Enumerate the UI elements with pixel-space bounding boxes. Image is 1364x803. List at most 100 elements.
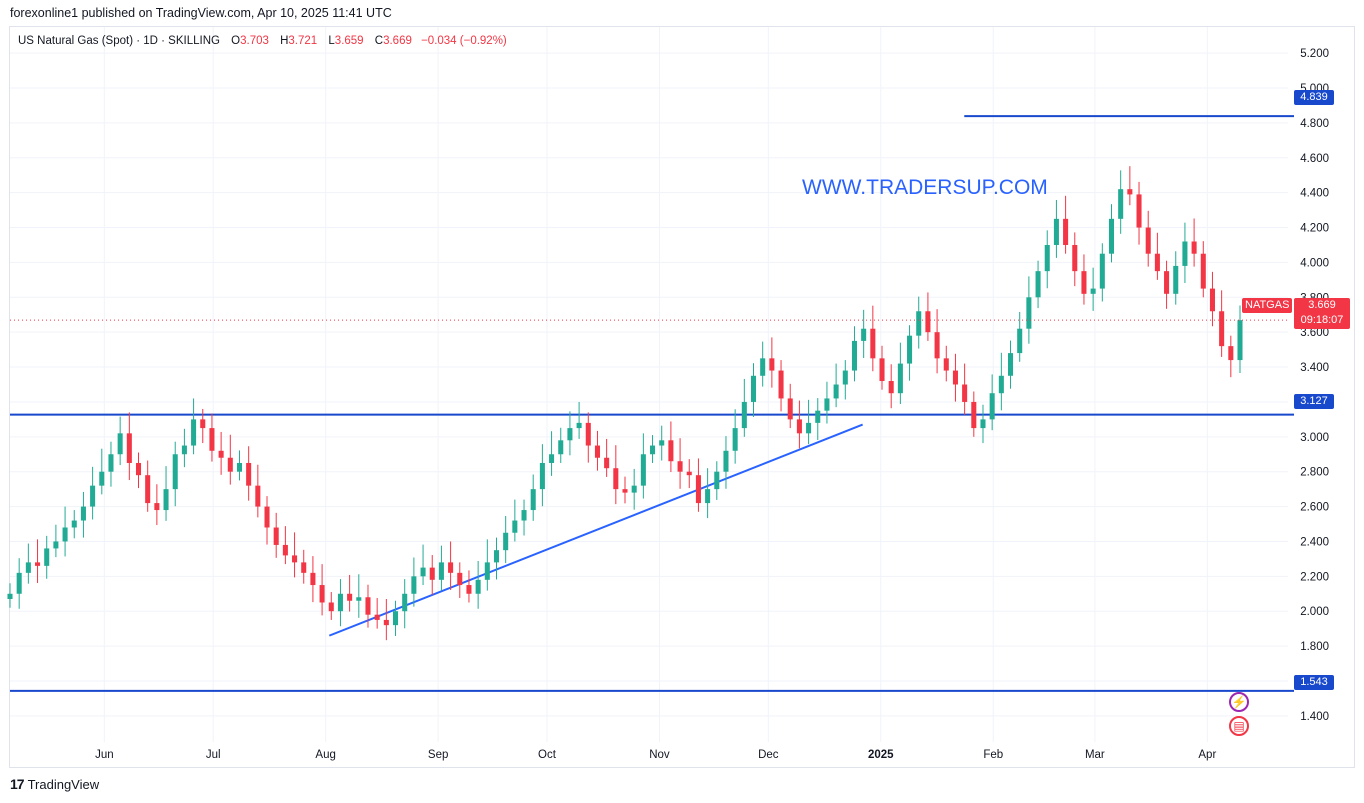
- candle-body: [99, 471, 105, 486]
- candle-body: [383, 619, 389, 626]
- candle-body: [567, 428, 573, 441]
- candle-body: [80, 506, 86, 521]
- legend-low-value: 3.659: [334, 35, 364, 47]
- candle-body: [457, 572, 463, 586]
- legend-high-label: H: [280, 35, 289, 47]
- y-tick-label: 5.200: [1300, 48, 1329, 60]
- legend-high-value: 3.721: [288, 35, 318, 47]
- candle-body: [842, 370, 848, 385]
- candle-body: [374, 614, 380, 620]
- x-tick-label: Sep: [428, 749, 448, 761]
- legend-symbol[interactable]: US Natural Gas (Spot) · 1D · SKILLING: [18, 35, 220, 47]
- candle-body: [962, 384, 968, 402]
- candle-body: [594, 445, 600, 458]
- candle-body: [677, 461, 683, 472]
- y-tick-label: 1.800: [1300, 641, 1329, 653]
- candle-body: [796, 419, 802, 434]
- candle-body: [861, 328, 867, 341]
- candle-body: [549, 454, 555, 463]
- candle-body: [1182, 241, 1188, 266]
- price-tag-low: 1.543: [1294, 675, 1334, 690]
- footer-brand[interactable]: 17 TradingView: [10, 776, 99, 792]
- candle-body: [484, 562, 490, 580]
- candle-body: [191, 419, 197, 446]
- candle-body: [907, 335, 913, 364]
- candle-body: [145, 475, 151, 504]
- candle-body: [16, 572, 22, 594]
- candle-body: [1164, 271, 1170, 294]
- candle-body: [640, 454, 646, 486]
- candle-body: [952, 370, 958, 385]
- watermark-text: WWW.TRADERSUP.COM: [802, 176, 1048, 199]
- candle-body: [35, 562, 41, 566]
- legend-open-value: 3.703: [240, 35, 269, 47]
- candle-body: [392, 611, 399, 626]
- candle-body: [741, 401, 747, 429]
- candle-body: [209, 428, 215, 451]
- candle-body: [1154, 253, 1160, 272]
- candle-body: [695, 475, 701, 504]
- lightning-icon[interactable]: ⚡: [1229, 692, 1249, 712]
- candle-body: [998, 375, 1004, 394]
- candle-body: [686, 471, 692, 476]
- candle-body: [25, 562, 31, 573]
- candle-body: [971, 401, 977, 429]
- candle-body: [714, 471, 720, 490]
- candle-body: [493, 550, 500, 563]
- us-flag-icon[interactable]: ▤: [1229, 716, 1249, 736]
- candle-body: [1072, 244, 1078, 272]
- candle-body: [888, 381, 894, 394]
- legend-open-label: O: [231, 35, 241, 47]
- candle-body: [90, 485, 96, 507]
- x-tick-label: Dec: [758, 749, 779, 761]
- candle-body: [301, 562, 307, 573]
- grid: [10, 27, 1288, 742]
- candle-body: [1063, 218, 1069, 245]
- candle-body: [705, 489, 711, 504]
- candle-body: [1237, 320, 1243, 361]
- candle-body: [851, 340, 858, 371]
- y-tick-label: 3.600: [1300, 327, 1329, 339]
- candle-body: [310, 572, 316, 586]
- candle-body: [438, 562, 444, 580]
- candle-body: [411, 576, 417, 594]
- candle-body: [292, 555, 298, 563]
- candle-body: [108, 454, 114, 472]
- candle-body: [723, 450, 729, 472]
- candle-body: [466, 585, 472, 594]
- horizontal-lines: [10, 115, 1294, 692]
- legend-low-label: L: [328, 35, 335, 47]
- x-tick-label: Oct: [538, 749, 557, 761]
- candle-body: [769, 358, 775, 371]
- y-tick-label: 3.000: [1300, 432, 1329, 444]
- candle-body: [1081, 271, 1087, 294]
- candle-body: [246, 462, 252, 486]
- candle-body: [420, 567, 426, 577]
- y-axis-ticks: 1.4001.6001.8002.0002.2002.4002.6002.800…: [1300, 48, 1329, 723]
- candle-body: [668, 440, 674, 462]
- x-axis-ticks: Jun Jul Aug Sep Oct Nov Dec 2025 Feb Mar Apr: [95, 749, 1216, 761]
- candle-body: [1108, 218, 1115, 254]
- candle-body: [879, 358, 885, 382]
- candle-body: [402, 593, 408, 612]
- candle-body: [163, 489, 169, 511]
- candle-body: [934, 332, 940, 359]
- y-tick-label: 2.400: [1300, 536, 1329, 548]
- candle-body: [218, 450, 224, 458]
- candle-body: [539, 462, 545, 490]
- x-tick-label: Feb: [983, 749, 1003, 761]
- y-tick-label: 2.800: [1300, 467, 1329, 479]
- candle-body: [824, 398, 830, 411]
- candle-body: [1191, 241, 1197, 254]
- candle-body: [154, 503, 160, 511]
- candle-body: [512, 520, 518, 533]
- candle-body: [273, 527, 279, 545]
- y-tick-label: 4.000: [1300, 257, 1329, 269]
- candle-body: [7, 593, 13, 599]
- candle-body: [1200, 253, 1206, 289]
- candle-body: [604, 457, 610, 469]
- countdown-timer: 09:18:07: [1300, 314, 1344, 326]
- candle-body: [1053, 218, 1059, 245]
- trendline-group: [328, 423, 864, 637]
